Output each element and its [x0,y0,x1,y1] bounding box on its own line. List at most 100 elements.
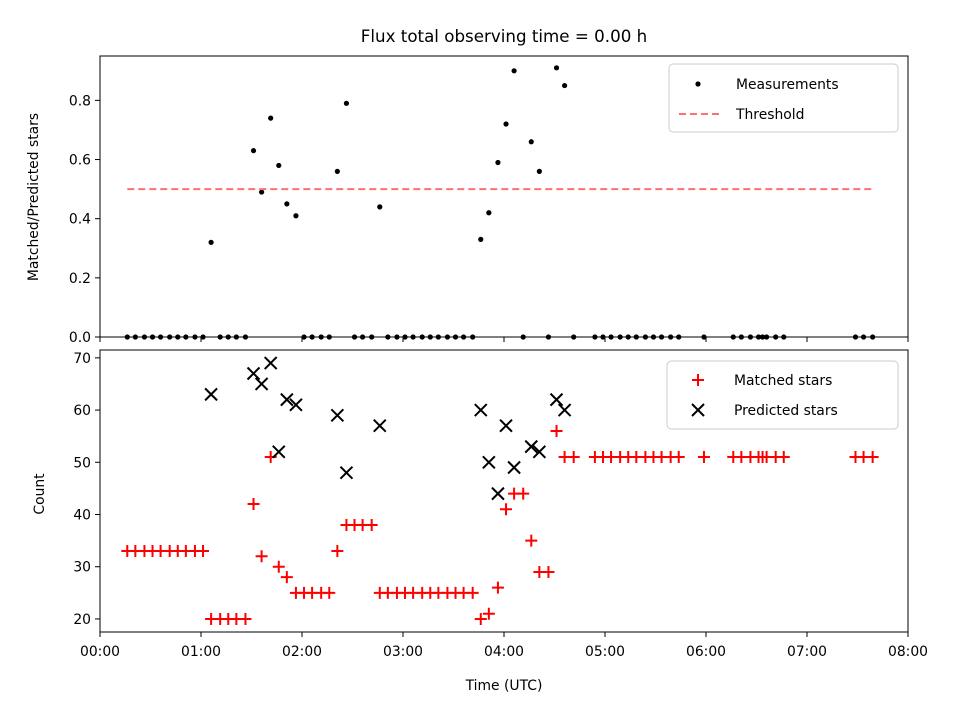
measurement-point [658,334,665,340]
matched-stars-point [672,451,685,464]
measurement-point [250,148,257,154]
matched-stars-point [474,612,487,625]
measurement-point [242,334,249,340]
measurement-point [360,334,366,340]
predicted-stars-point [263,356,278,370]
measurement-point [701,334,707,340]
measurement-point [571,334,577,340]
y-tick-label: 0.8 [69,93,91,109]
measurement-point [764,334,770,340]
y-tick-label: 0.2 [69,271,91,287]
measurement-point [773,334,779,340]
measurement-point [478,236,484,242]
matched-stars-point [550,424,563,437]
bottom-plot-area: 20 30 40 50 60 70 00:00 01:00 02:00 03:00 04:00 05:… [73,349,928,660]
measurement-point [738,334,744,340]
predicted-stars-point [246,366,261,381]
matched-stars-point [567,451,580,464]
predicted-stars-point [482,455,496,469]
matched-stars-point [272,560,285,573]
top-legend-frame [668,63,899,133]
y-tick-label: 30 [73,560,91,576]
measurement-point [343,100,350,106]
x-tick-label: 08:00 [888,644,928,660]
matched-stars-point [280,571,293,584]
predicted-stars-point [204,387,218,402]
measurement-point [461,334,467,340]
predicted-stars-point [549,392,564,407]
matched-stars-point [777,451,790,464]
measurement-point [870,334,876,340]
measurement-point [511,68,517,74]
matched-stars-point [365,518,378,531]
measurement-point [755,334,762,340]
measurement-point [377,204,383,210]
measurement-point [536,168,542,174]
predicted-stars-point [289,398,303,412]
predicted-stars-point [491,486,505,501]
measurement-point [385,334,391,340]
measurement-point [309,334,315,340]
legend-predicted-marker [691,403,705,417]
measurement-point [486,210,492,216]
matched-stars-point [331,545,344,558]
chart-title: Flux total observing time = 0.00 h [361,26,647,46]
measurement-point [503,121,509,127]
legend-measurements-label: Measurements [736,77,839,93]
measurement-point [852,334,859,340]
measurement-point [183,334,189,340]
predicted-stars-point [280,392,294,407]
predicted-stars-point [330,408,345,422]
measurement-point [175,334,181,340]
matched-stars-point [239,612,252,625]
matched-stars-point [255,550,268,563]
predicted-stars-point [373,419,387,433]
measurement-point [351,334,358,340]
measurement-point [394,334,400,340]
measurement-point [167,334,173,340]
measurement-point [747,334,754,340]
measurement-point [208,239,214,245]
measurement-point [520,334,526,340]
measurement-point [158,334,164,340]
measurement-point [326,334,332,340]
measurement-point [225,334,231,340]
measurement-point [132,334,138,340]
y-tick-label: 0.6 [69,153,91,169]
measurement-point [617,334,623,340]
measurement-point [334,168,340,174]
measurement-point [781,334,787,340]
y-tick-label: 20 [73,612,91,628]
y-tick-label: 60 [73,403,91,419]
bottom-y-axis-label: Count [32,473,48,515]
measurement-point [410,334,416,340]
measurement-point [284,201,290,207]
predicted-stars-point [507,460,521,475]
x-tick-label: 03:00 [383,644,423,660]
measurement-point [608,334,614,340]
predicted-stars-point [532,445,547,459]
measurement-point [592,334,598,340]
x-tick-label: 05:00 [585,644,625,660]
x-tick-label: 07:00 [787,644,827,660]
measurement-point [402,334,408,340]
measurement-point [217,334,223,340]
measurement-point [444,334,451,340]
measurement-point [268,115,274,121]
y-tick-label: 70 [73,351,91,367]
predicted-stars-point [499,419,513,433]
matched-stars-point [697,451,710,464]
predicted-stars-point [254,377,269,391]
measurement-point [318,334,324,340]
predicted-stars-point [474,403,488,417]
matched-stars-point [517,487,530,500]
legend-matched-label: Matched stars [734,373,832,389]
measurement-point [495,159,501,166]
matched-stars-point [323,586,336,599]
measurement-point [600,334,606,340]
bottom-legend: Matched stars Predicted stars [666,360,899,430]
measurement-point [625,334,631,340]
measurement-point [676,334,682,340]
legend-measurements-marker [695,81,701,87]
